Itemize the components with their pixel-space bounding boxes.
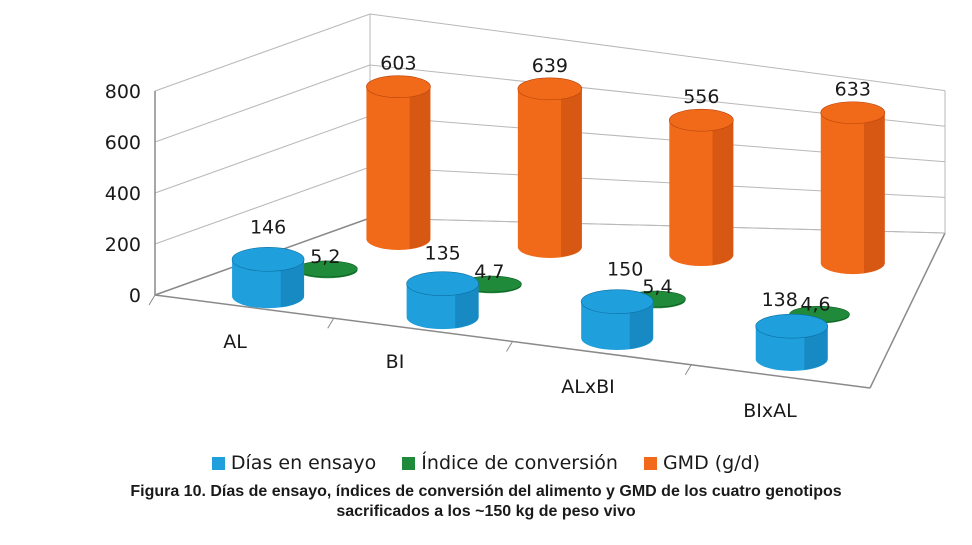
legend-item-dias: Días en ensayo [211,452,377,474]
y-tick-label: 200 [105,234,141,256]
data-label-2-2: 556 [683,86,719,108]
bar-0-2 [580,289,654,351]
bar-0-1-body [406,283,479,330]
caption-line-1: Figura 10. Días de ensayo, índices de co… [130,483,842,500]
bar-2-1 [517,77,583,258]
bar-2-2-shade [712,120,734,265]
bar-2-0-top [366,75,431,99]
category-label-bi: BI [386,351,405,373]
figure-caption: Figura 10. Días de ensayo, índices de co… [0,482,972,522]
bar-1-0 [297,260,358,279]
bar-0-2-shade [629,301,654,349]
x-tick-mark [148,294,156,306]
y-tick-label: 800 [105,81,141,103]
bar-0-0 [231,247,305,309]
data-label-0-3: 138 [762,289,798,311]
data-label-1-0: 5,2 [310,246,340,268]
bar-2-3-body [820,112,885,275]
bar-0-3-top [755,313,829,339]
bar-0-1-top [406,271,479,297]
bar-2-2-top [669,108,734,132]
bar-0-0-top [231,247,305,272]
labels-layer: AL BI ALxBI BIxAL 603 639 556 633 5,2 4,7 5,4 4,6 14… [223,53,871,422]
y-tick-label: 0 [129,285,141,307]
data-label-1-2: 5,4 [642,276,672,298]
data-label-1-3: 4,6 [800,293,830,315]
bar-0-3 [755,313,829,371]
data-label-2-0: 603 [380,53,416,75]
data-label-0-2: 150 [607,259,643,281]
bar-2-3-shade [863,112,885,273]
legend-label-indice: Índice de conversión [421,452,618,474]
bar-2-0-shade [409,86,431,249]
bar-0-1-shade [455,283,479,328]
category-label-alxbi: ALxBI [561,376,614,398]
bar-0-0-shade [280,259,305,308]
data-label-0-1: 135 [424,243,460,265]
caption-line-2: sacrificados a los ~150 kg de peso vivo [336,503,636,520]
bar-0-0-body [232,259,305,309]
data-label-2-1: 639 [532,55,568,77]
bar-2-3-top [820,101,886,125]
bars-layer [231,75,886,371]
gridline-side-3 [154,64,371,143]
legend-swatch-indice [402,456,416,470]
bar-2-0 [366,75,431,250]
legend-item-indice: Índice de conversión [402,452,618,474]
category-label-bixal: BIxAL [743,400,797,422]
bar-0-1 [406,271,479,330]
gridline-side-4 [154,13,371,92]
gridline-side-2 [154,115,371,194]
data-label-1-1: 4,7 [474,261,504,283]
bar-0-2-body [581,301,654,351]
y-axis-ticks: 0 200 400 600 800 [105,81,141,307]
y-tick-label: 600 [105,132,141,154]
legend-label-gmd: GMD (g/d) [662,452,761,474]
gridline-side-1 [154,166,371,245]
legend-label-dias: Días en ensayo [230,452,377,474]
bar-0-3-body [755,326,828,371]
bar-0-2-top [580,289,654,314]
bar-2-0-body [366,86,431,250]
bar-2-1-shade [561,88,582,257]
data-label-0-0: 146 [250,216,286,238]
data-label-2-3: 633 [835,79,871,101]
bar-2-1-top [517,77,583,101]
x-tick-mark [684,364,692,376]
bar-2-3 [820,101,886,275]
legend-item-gmd: GMD (g/d) [643,452,761,474]
bar-2-1-body [517,88,582,258]
x-tick-mark [506,341,513,352]
legend-swatch-dias [211,456,225,470]
category-label-al: AL [223,331,247,353]
y-tick-label: 400 [105,183,141,205]
floor-right-edge [869,232,946,389]
x-tick-mark [327,317,335,329]
bar-0-3-shade [804,326,828,370]
gridline-back-4 [369,13,946,92]
bar-2-2-body [669,120,734,267]
legend-swatch-gmd [643,456,657,470]
legend: Días en ensayo Índice de conversión GMD … [0,452,972,474]
bar-2-2 [669,108,734,267]
